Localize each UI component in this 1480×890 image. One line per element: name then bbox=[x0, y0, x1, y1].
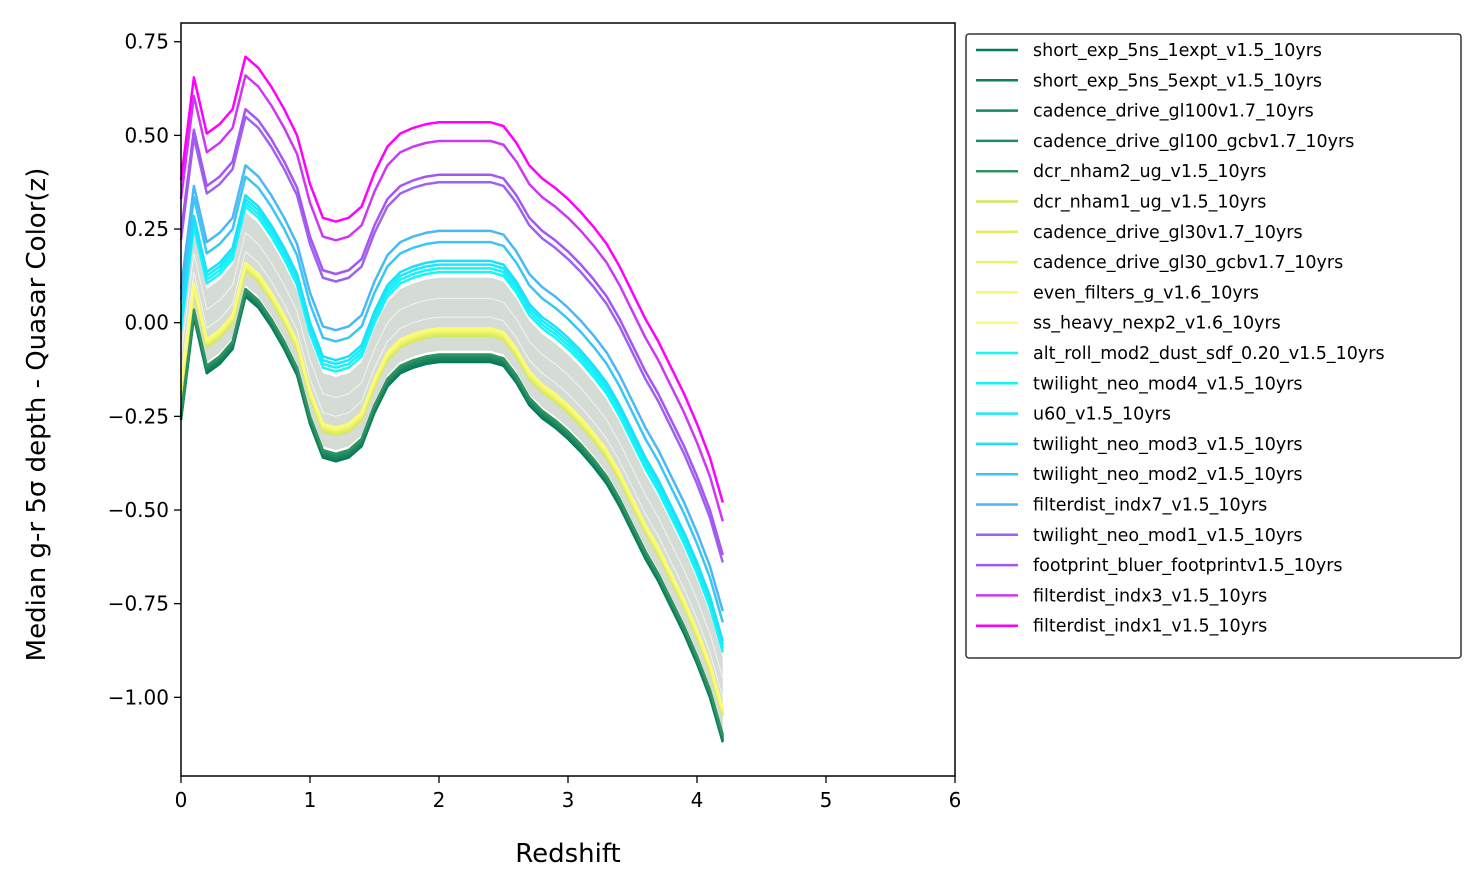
legend-label: even_filters_g_v1.6_10yrs bbox=[1033, 283, 1259, 303]
series-line bbox=[179, 261, 725, 709]
series-line bbox=[179, 175, 725, 623]
legend-entry: cadence_drive_gl100_gcbv1.7_10yrs bbox=[976, 132, 1354, 152]
band-inner-line bbox=[180, 231, 724, 679]
legend: short_exp_5ns_1expt_v1.5_10yrs short_exp_… bbox=[965, 33, 1462, 659]
legend-label: filterdist_indx1_v1.5_10yrs bbox=[1033, 617, 1267, 637]
legend-entry: footprint_bluer_footprintv1.5_10yrs bbox=[976, 556, 1343, 576]
legend-entry: cadence_drive_gl100v1.7_10yrs bbox=[976, 102, 1314, 122]
legend-label: alt_roll_mod2_dust_sdf_0.20_v1.5_10yrs bbox=[1033, 344, 1385, 364]
legend-label: twilight_neo_mod2_v1.5_10yrs bbox=[1033, 465, 1303, 485]
legend-entry: dcr_nham1_ug_v1.5_10yrs bbox=[976, 193, 1266, 213]
series-line bbox=[179, 164, 725, 612]
legend-entry: dcr_nham2_ug_v1.5_10yrs bbox=[976, 162, 1266, 182]
series-line bbox=[179, 74, 725, 522]
legend-label: cadence_drive_gl30_gcbv1.7_10yrs bbox=[1033, 253, 1343, 273]
x-axis-ticks: 0 1 2 3 4 5 6 bbox=[175, 776, 962, 812]
legend-label: filterdist_indx7_v1.5_10yrs bbox=[1033, 496, 1267, 516]
x-tick-label: 6 bbox=[949, 788, 962, 812]
series-line bbox=[179, 107, 725, 556]
legend-label: short_exp_5ns_5expt_v1.5_10yrs bbox=[1033, 71, 1322, 91]
legend-label: filterdist_indx3_v1.5_10yrs bbox=[1033, 586, 1267, 606]
legend-label: cadence_drive_gl100v1.7_10yrs bbox=[1033, 102, 1314, 122]
series-line bbox=[179, 205, 725, 653]
series-line bbox=[179, 287, 725, 736]
legend-entry: even_filters_g_v1.6_10yrs bbox=[976, 283, 1259, 303]
legend-items: short_exp_5ns_1expt_v1.5_10yrs short_exp_… bbox=[976, 41, 1385, 637]
legend-label: footprint_bluer_footprintv1.5_10yrs bbox=[1033, 556, 1343, 576]
series-line bbox=[179, 201, 725, 649]
y-tick-label: 0.25 bbox=[124, 217, 169, 241]
legend-entry: cadence_drive_gl30_gcbv1.7_10yrs bbox=[976, 253, 1343, 273]
y-tick-label: −1.00 bbox=[108, 685, 169, 709]
legend-entry: short_exp_5ns_1expt_v1.5_10yrs bbox=[976, 41, 1322, 61]
x-axis-label: Redshift bbox=[515, 839, 621, 869]
legend-label: cadence_drive_gl100_gcbv1.7_10yrs bbox=[1033, 132, 1354, 152]
legend-label: u60_v1.5_10yrs bbox=[1033, 405, 1171, 425]
legend-label: ss_heavy_nexp2_v1.6_10yrs bbox=[1033, 314, 1281, 334]
series-line bbox=[179, 55, 725, 503]
y-tick-label: −0.50 bbox=[108, 498, 169, 522]
legend-entry: u60_v1.5_10yrs bbox=[976, 405, 1171, 425]
legend-entry: twilight_neo_mod4_v1.5_10yrs bbox=[976, 374, 1303, 394]
legend-label: cadence_drive_gl30v1.7_10yrs bbox=[1033, 223, 1303, 243]
x-tick-label: 5 bbox=[820, 788, 833, 812]
legend-entry: short_exp_5ns_5expt_v1.5_10yrs bbox=[976, 71, 1322, 91]
gray-envelope-band bbox=[180, 212, 724, 732]
legend-entry: cadence_drive_gl30v1.7_10yrs bbox=[976, 223, 1303, 243]
x-tick-label: 4 bbox=[691, 788, 704, 812]
x-tick-label: 3 bbox=[562, 788, 575, 812]
x-tick-label: 2 bbox=[433, 788, 446, 812]
x-tick-label: 0 bbox=[175, 788, 188, 812]
legend-entry: alt_roll_mod2_dust_sdf_0.20_v1.5_10yrs bbox=[976, 344, 1385, 364]
legend-entry: twilight_neo_mod2_v1.5_10yrs bbox=[976, 465, 1303, 485]
y-axis-label: Median g-r 5σ depth - Quasar Color(z) bbox=[22, 168, 52, 662]
legend-label: dcr_nham2_ug_v1.5_10yrs bbox=[1033, 162, 1266, 182]
y-tick-label: 0.75 bbox=[124, 30, 169, 54]
legend-entry: twilight_neo_mod3_v1.5_10yrs bbox=[976, 435, 1303, 455]
legend-box bbox=[965, 33, 1462, 659]
legend-label: twilight_neo_mod4_v1.5_10yrs bbox=[1033, 374, 1303, 394]
legend-label: twilight_neo_mod3_v1.5_10yrs bbox=[1033, 435, 1303, 455]
series-lines bbox=[179, 55, 725, 743]
y-tick-label: 0.50 bbox=[124, 123, 169, 147]
y-tick-label: 0.00 bbox=[124, 311, 169, 335]
legend-entry: twilight_neo_mod1_v1.5_10yrs bbox=[976, 526, 1303, 546]
band-inner-line bbox=[180, 250, 724, 698]
y-tick-label: −0.25 bbox=[108, 404, 169, 428]
envelope-band bbox=[181, 212, 723, 732]
series-line bbox=[179, 115, 725, 563]
legend-label: short_exp_5ns_1expt_v1.5_10yrs bbox=[1033, 41, 1322, 61]
legend-entry: filterdist_indx1_v1.5_10yrs bbox=[976, 617, 1267, 637]
x-tick-label: 1 bbox=[304, 788, 317, 812]
y-axis-ticks: 0.75 0.50 0.25 0.00 −0.25 −0.50 −0.75 −1.00 bbox=[108, 30, 181, 709]
legend-label: twilight_neo_mod1_v1.5_10yrs bbox=[1033, 526, 1303, 546]
y-tick-label: −0.75 bbox=[108, 592, 169, 616]
legend-label: dcr_nham1_ug_v1.5_10yrs bbox=[1033, 193, 1266, 213]
series-line bbox=[179, 197, 725, 646]
legend-entry: filterdist_indx3_v1.5_10yrs bbox=[976, 586, 1267, 606]
series-line bbox=[179, 194, 725, 642]
legend-entry: filterdist_indx7_v1.5_10yrs bbox=[976, 496, 1267, 516]
legend-entry: ss_heavy_nexp2_v1.6_10yrs bbox=[976, 314, 1281, 334]
